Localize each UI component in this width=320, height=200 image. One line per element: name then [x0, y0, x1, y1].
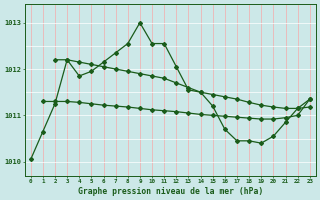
X-axis label: Graphe pression niveau de la mer (hPa): Graphe pression niveau de la mer (hPa)	[78, 187, 263, 196]
